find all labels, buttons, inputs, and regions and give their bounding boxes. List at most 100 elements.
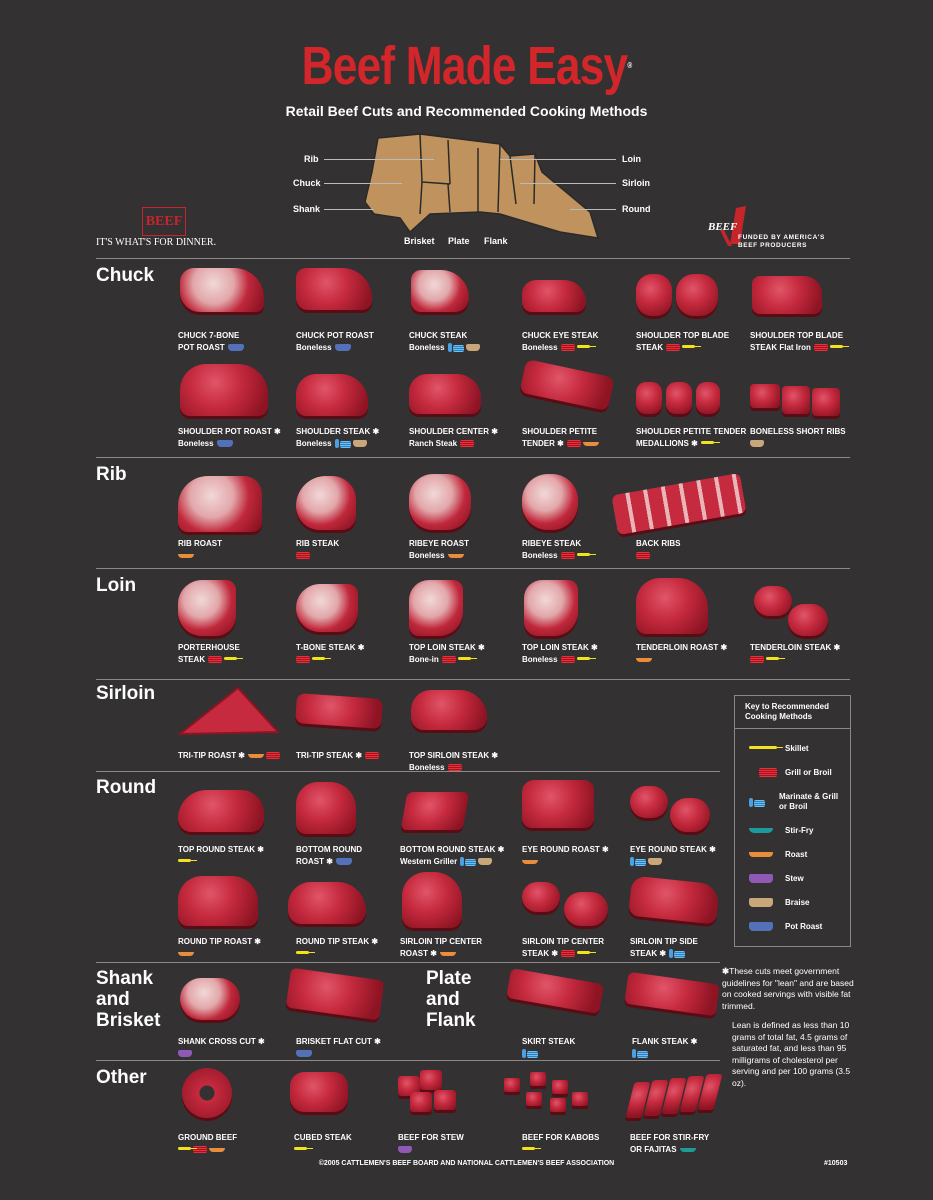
cut-name: TENDERLOIN ROAST ✱ bbox=[636, 642, 748, 666]
cut-card: EYE ROUND STEAK ✱ bbox=[630, 780, 742, 868]
beef-tagline: IT'S WHAT'S FOR DINNER. bbox=[96, 237, 217, 248]
cut-name: RIB ROAST bbox=[178, 538, 290, 562]
meat-image bbox=[178, 266, 290, 324]
tri-tip-shape bbox=[177, 686, 281, 736]
grill-icon bbox=[460, 440, 475, 448]
cut-card: PORTERHOUSE STEAK bbox=[178, 578, 290, 666]
cut-card: CHUCK EYE STEAK Boneless bbox=[522, 266, 634, 354]
cut-name: EYE ROUND STEAK ✱ bbox=[630, 844, 742, 868]
cut-card: SHOULDER PETITE TENDER MEDALLIONS ✱ bbox=[636, 362, 748, 450]
grill-icon bbox=[441, 656, 456, 664]
cut-name: BEEF FOR STEW bbox=[398, 1132, 510, 1156]
stew-icon bbox=[178, 1050, 192, 1058]
roast-icon bbox=[749, 852, 773, 857]
cut-name: CHUCK STEAK Boneless bbox=[409, 330, 521, 354]
cut-card: BRISKET FLAT CUT ✱ bbox=[285, 967, 400, 1060]
meat-image bbox=[409, 362, 521, 420]
meat-image bbox=[400, 872, 512, 930]
cut-name: SHOULDER PETITE TENDER MEDALLIONS ✱ bbox=[636, 427, 747, 449]
cut-name: BEEF FOR STIR-FRY OR FAJITAS bbox=[630, 1133, 710, 1155]
key-row-stew: Stew bbox=[749, 874, 804, 883]
grill-icon bbox=[193, 1146, 207, 1154]
cut-card: TRI-TIP STEAK ✱ bbox=[295, 686, 408, 762]
cut-name: TENDERLOIN STEAK ✱ bbox=[750, 642, 862, 666]
divider bbox=[96, 1060, 720, 1061]
roast-icon bbox=[439, 951, 456, 956]
grill-icon bbox=[813, 344, 828, 352]
cut-name: PORTERHOUSE STEAK bbox=[178, 643, 244, 665]
cut-card: SIRLOIN TIP SIDE STEAK ✱ bbox=[628, 872, 742, 960]
skillet-icon bbox=[576, 657, 596, 661]
meat-image bbox=[522, 780, 634, 838]
marinate-icon bbox=[522, 1049, 538, 1059]
cut-name: SHANK CROSS CUT ✱ bbox=[178, 1036, 290, 1060]
grill-icon bbox=[666, 344, 681, 352]
cut-card: SHOULDER TOP BLADE STEAK Flat Iron bbox=[750, 266, 862, 354]
marinate-icon bbox=[334, 439, 351, 449]
cut-card: BEEF FOR STEW bbox=[398, 1068, 510, 1156]
meat-image bbox=[504, 1068, 616, 1126]
pot-roast-icon bbox=[749, 922, 773, 931]
key-row-marinate: Marinate & Grill or Broil bbox=[749, 792, 845, 812]
cut-card: SHOULDER TOP BLADE STEAK bbox=[636, 266, 748, 354]
cut-card: CHUCK POT ROAST Boneless bbox=[296, 266, 408, 354]
roast-icon bbox=[636, 657, 652, 662]
key-row-stirfry: Stir-Fry bbox=[749, 826, 813, 835]
diagram-label-plate: Plate bbox=[448, 236, 470, 246]
cut-name: SHOULDER CENTER ✱ Ranch Steak bbox=[409, 427, 498, 449]
cut-card: SHOULDER PETITE TENDER ✱ bbox=[519, 359, 634, 450]
cut-card: TOP SIRLOIN STEAK ✱ Boneless bbox=[409, 686, 521, 774]
meat-image bbox=[296, 780, 408, 838]
meat-image bbox=[636, 578, 748, 636]
divider bbox=[96, 771, 720, 772]
cut-name: GROUND BEEF bbox=[178, 1132, 290, 1156]
diagram-line bbox=[324, 209, 374, 210]
grill-icon bbox=[566, 440, 581, 448]
cut-name: SHOULDER TOP BLADE STEAK Flat Iron bbox=[750, 331, 849, 353]
cut-name: TOP SIRLOIN STEAK ✱ Boneless bbox=[409, 751, 499, 773]
grill-icon bbox=[365, 752, 380, 760]
meat-image bbox=[409, 578, 521, 636]
cut-name: SHOULDER STEAK ✱ Boneless bbox=[296, 427, 380, 449]
meat-image bbox=[178, 872, 290, 930]
meat-image bbox=[296, 266, 408, 324]
cut-name: RIBEYE STEAK Boneless bbox=[522, 538, 634, 562]
cut-name: BOTTOM ROUND STEAK ✱ Western Griller bbox=[400, 845, 505, 867]
diagram-label-chuck: Chuck bbox=[293, 178, 321, 188]
pot-roast-icon bbox=[227, 344, 244, 352]
grill-icon bbox=[296, 552, 310, 560]
diagram-label-round: Round bbox=[622, 204, 651, 214]
cut-card: TOP LOIN STEAK ✱ Bone-in bbox=[409, 578, 521, 666]
grill-icon bbox=[447, 764, 462, 772]
skillet-icon bbox=[749, 746, 783, 749]
skillet-icon bbox=[576, 553, 596, 557]
diagram-label-loin: Loin bbox=[622, 154, 641, 164]
stew-icon bbox=[749, 874, 773, 883]
meat-image bbox=[288, 1068, 400, 1126]
cut-name: BEEF FOR KABOBS bbox=[522, 1132, 616, 1156]
svg-text:BEEF: BEEF bbox=[707, 221, 738, 233]
meat-image bbox=[522, 266, 634, 324]
copyright: ©2005 CATTLEMEN'S BEEF BOARD AND NATIONA… bbox=[318, 1160, 615, 1167]
cut-card: TENDERLOIN STEAK ✱ bbox=[750, 578, 862, 666]
skillet-icon bbox=[312, 657, 331, 661]
section-shank-brisket: Shank and Brisket bbox=[96, 968, 161, 1031]
pot-roast-icon bbox=[335, 858, 352, 866]
cut-name: CHUCK 7-BONE POT ROAST bbox=[178, 330, 290, 354]
meat-image bbox=[178, 780, 290, 838]
cut-card: FLANK STEAK ✱ bbox=[624, 971, 738, 1060]
cut-name: TOP ROUND STEAK ✱ bbox=[178, 844, 290, 868]
roast-icon bbox=[522, 859, 538, 864]
cut-card: GROUND BEEF bbox=[178, 1068, 290, 1156]
stir-fry-icon bbox=[749, 828, 773, 833]
page-title: Beef Made Easy® bbox=[301, 36, 633, 96]
cut-card: RIB STEAK bbox=[296, 474, 408, 562]
cut-card: RIB ROAST bbox=[178, 474, 290, 562]
meat-image bbox=[409, 474, 521, 532]
cut-name: TOP LOIN STEAK ✱ Boneless bbox=[522, 643, 598, 665]
cut-card: SHOULDER POT ROAST ✱ Boneless bbox=[178, 362, 290, 450]
grill-icon bbox=[266, 752, 280, 760]
meat-image bbox=[178, 362, 290, 420]
meat-image bbox=[398, 1068, 510, 1126]
pot-roast-icon bbox=[334, 344, 351, 352]
